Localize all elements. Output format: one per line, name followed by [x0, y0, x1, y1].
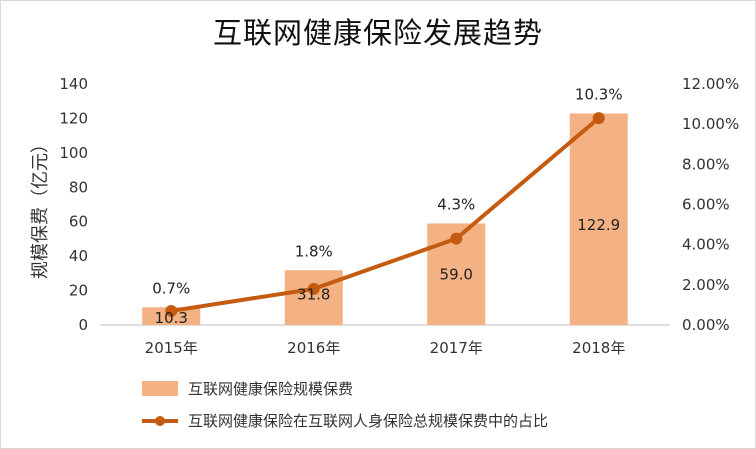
bar-data-label: 31.8	[297, 285, 330, 303]
line-data-label: 4.3%	[437, 195, 475, 213]
line-data-label: 10.3%	[575, 85, 623, 103]
line-data-label: 1.8%	[295, 242, 333, 260]
chart-title: 互联网健康保险发展趋势	[212, 16, 543, 50]
line-point	[307, 282, 320, 295]
y-tick-label: 140	[59, 75, 88, 93]
line-point	[165, 304, 178, 317]
y-tick-label: 20	[69, 282, 88, 300]
bar-data-label: 59.0	[440, 265, 473, 283]
bar	[284, 270, 343, 325]
y2-tick-label: 8.00%	[682, 155, 730, 173]
bar-data-label: 122.9	[577, 216, 620, 234]
y-tick-label: 120	[59, 109, 88, 127]
legend-bar-swatch	[142, 380, 178, 396]
x-tick-label: 2016年	[287, 339, 340, 357]
bar-data-label: 10.3	[155, 309, 188, 327]
line-data-label: 0.7%	[152, 279, 190, 297]
y-tick-label: 0	[78, 316, 88, 334]
bar	[569, 113, 628, 325]
legend-bar-label: 互联网健康保险规模保费	[188, 379, 354, 398]
chart-axes: 0 20 40 60 80 100 120 140 0.00% 2.00% 4.00% 6.00% 8.…	[59, 75, 739, 357]
data-labels: 10.3 31.8 59.0 122.9 0.7% 1.8% 4.3% 10.3%	[152, 85, 622, 327]
y-tick-label: 40	[69, 247, 88, 265]
line-path	[170, 116, 601, 313]
x-tick-label: 2015年	[145, 339, 198, 357]
line-point	[450, 232, 463, 245]
legend-item-line: 互联网健康保险在互联网人身保险总规模保费中的占比	[142, 404, 548, 436]
legend-item-bar: 互联网健康保险规模保费	[142, 372, 548, 404]
y2-tick-label: 12.00%	[682, 75, 739, 93]
y2-tick-label: 6.00%	[682, 196, 730, 214]
y-tick-label: 80	[69, 178, 88, 196]
x-tick-label: 2017年	[430, 339, 483, 357]
y-tick-label: 60	[69, 213, 88, 231]
y2-tick-label: 10.00%	[682, 115, 739, 133]
line-point	[592, 112, 605, 125]
x-tick-label: 2018年	[572, 339, 625, 357]
y2-tick-label: 4.00%	[682, 236, 730, 254]
y2-tick-label: 2.00%	[682, 276, 730, 294]
legend-line-swatch	[142, 413, 178, 428]
bar-series	[142, 113, 628, 325]
legend: 互联网健康保险规模保费 互联网健康保险在互联网人身保险总规模保费中的占比	[142, 372, 548, 436]
line-series	[165, 112, 605, 317]
legend-line-label: 互联网健康保险在互联网人身保险总规模保费中的占比	[188, 411, 549, 430]
y-tick-label: 100	[59, 144, 88, 162]
y-axis-label: 规模保费（亿元）	[30, 135, 51, 279]
y2-tick-label: 0.00%	[682, 316, 730, 334]
